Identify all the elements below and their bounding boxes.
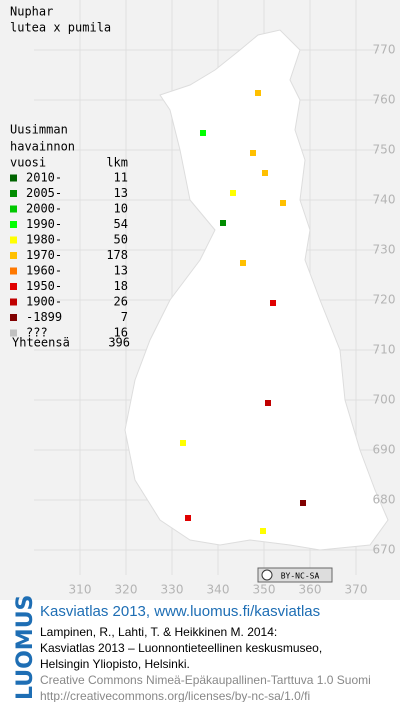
legend-swatch xyxy=(10,267,17,275)
legend-count: 13 xyxy=(114,186,128,200)
total-label: Yhteensä xyxy=(12,336,70,350)
occurrence-square xyxy=(240,260,246,266)
occurrence-square xyxy=(280,200,286,206)
legend-swatch xyxy=(10,236,17,244)
x-tick-label: 330 xyxy=(161,583,184,597)
occurrence-square xyxy=(262,170,268,176)
legend-label: ??? xyxy=(26,326,48,340)
citation: Lampinen, R., Lahti, T. & Heikkinen M. 2… xyxy=(40,625,277,639)
legend-heading: lkm xyxy=(106,156,128,170)
legend-swatch xyxy=(10,298,17,306)
legend-heading: havainnon xyxy=(10,140,75,154)
legend-swatch xyxy=(10,329,17,337)
legend-swatch xyxy=(10,174,17,182)
license-badge xyxy=(257,567,333,583)
legend-label: -1899 xyxy=(26,310,62,324)
y-tick-label: 740 xyxy=(373,193,396,207)
legend-label: 1960- xyxy=(26,264,62,278)
license: Creative Commons Nimeä-Epäkaupallinen-Ta… xyxy=(40,673,371,687)
legend-count: 13 xyxy=(114,264,128,278)
y-tick-label: 680 xyxy=(373,493,396,507)
cc-icon xyxy=(261,569,273,581)
legend-swatch xyxy=(10,190,17,197)
license: http://creativecommons.org/licenses/by-n… xyxy=(40,689,310,702)
occurrence-square xyxy=(230,190,236,196)
legend-count: 18 xyxy=(114,279,128,293)
y-tick-label: 710 xyxy=(373,343,396,357)
legend-swatch xyxy=(10,252,17,259)
legend-count: 10 xyxy=(114,202,128,216)
legend-count: 54 xyxy=(114,217,128,231)
x-tick-label: 320 xyxy=(115,583,138,597)
x-tick-label: 360 xyxy=(299,583,322,597)
legend-count: 7 xyxy=(121,310,128,324)
legend: 2010- 11 2005- 13 2000- 10 1990- 54 1980- 50 1970-… xyxy=(10,171,128,340)
legend-count: 50 xyxy=(114,233,128,247)
legend-label: 2010- xyxy=(26,171,62,185)
legend-label: 2000- xyxy=(26,202,62,216)
legend-count: 11 xyxy=(114,171,128,185)
legend-heading: vuosi xyxy=(10,156,46,170)
legend-label: 1980- xyxy=(26,233,62,247)
citation: Kasviatlas 2013 – Luonnontieteellinen ke… xyxy=(40,641,322,655)
license-badge-text: BY-NC-SA xyxy=(281,572,320,581)
occurrence-squares xyxy=(180,90,306,534)
y-tick-label: 750 xyxy=(373,143,396,157)
legend-label: 1900- xyxy=(26,295,62,309)
x-tick-label: 310 xyxy=(69,583,92,597)
occurrence-square xyxy=(250,150,256,156)
occurrence-square xyxy=(260,528,266,534)
title: Nuphar xyxy=(10,5,53,19)
brand: LUOMUS xyxy=(13,595,38,700)
occurrence-square xyxy=(200,130,206,136)
y-tick-label: 670 xyxy=(373,543,396,557)
y-tick-label: 730 xyxy=(373,243,396,257)
title: lutea x pumila xyxy=(10,21,111,35)
legend-swatch xyxy=(10,205,17,213)
legend-count: 16 xyxy=(114,326,128,340)
occurrence-square xyxy=(265,400,271,406)
y-tick-label: 760 xyxy=(373,93,396,107)
x-tick-label: 350 xyxy=(253,583,276,597)
x-tick-label: 370 xyxy=(345,583,368,597)
legend-count: 178 xyxy=(106,248,128,262)
legend-label: 1950- xyxy=(26,279,62,293)
occurrence-square xyxy=(180,440,186,446)
legend-swatch xyxy=(10,283,17,290)
citation: Helsingin Yliopisto, Helsinki. xyxy=(40,657,190,671)
y-tick-label: 700 xyxy=(373,393,396,407)
legend-swatch xyxy=(10,221,17,228)
site: Kasviatlas 2013, www.luomus.fi/kasviatla… xyxy=(40,603,320,620)
occurrence-square xyxy=(185,515,191,521)
legend-count: 26 xyxy=(114,295,128,309)
x-tick-label: 340 xyxy=(207,583,230,597)
y-tick-label: 770 xyxy=(373,43,396,57)
legend-label: 1970- xyxy=(26,248,62,262)
occurrence-square xyxy=(300,500,306,506)
y-tick-label: 720 xyxy=(373,293,396,307)
y-tick-label: 690 xyxy=(373,443,396,457)
legend-heading: Uusimman xyxy=(10,123,68,137)
legend-swatch xyxy=(10,314,17,321)
finland-outline xyxy=(124,29,389,551)
legend-label: 2005- xyxy=(26,186,62,200)
occurrence-square xyxy=(255,90,261,96)
legend-label: 1990- xyxy=(26,217,62,231)
occurrence-square xyxy=(270,300,276,306)
total: 396 xyxy=(108,336,130,350)
occurrence-square xyxy=(220,220,226,226)
